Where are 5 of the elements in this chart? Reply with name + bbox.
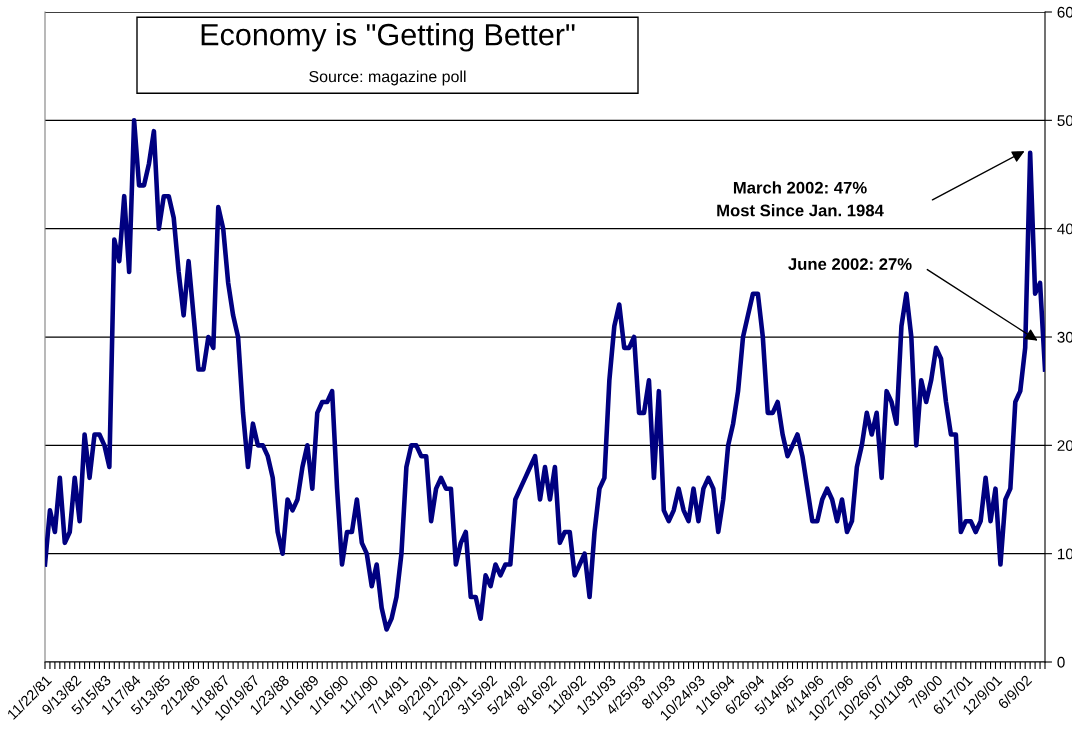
annotation: March 2002: 47% Most Since Jan. 1984 — [717, 181, 884, 217]
text: Source: magazine poll — [309, 70, 466, 86]
y-tick-label: 0 — [1057, 656, 1065, 668]
chart-title: Economy is "Getting Better" — [201, 23, 575, 52]
annotation: June 2002: 27% — [788, 258, 912, 270]
